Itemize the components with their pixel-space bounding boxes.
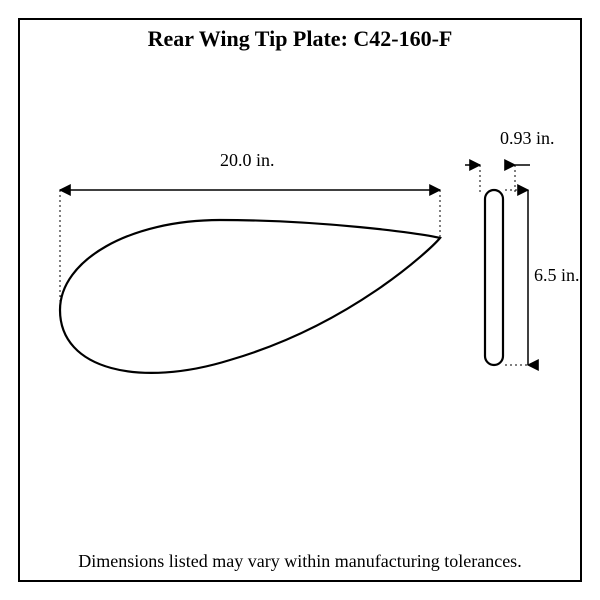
side-view-outline (485, 190, 503, 365)
dim-width-label: 20.0 in. (220, 150, 275, 171)
dim-thickness-label: 0.93 in. (500, 128, 555, 149)
drawing-footnote: Dimensions listed may vary within manufa… (20, 551, 580, 572)
dim-height-label: 6.5 in. (534, 265, 580, 286)
drawing-canvas (20, 20, 580, 580)
drawing-frame: Rear Wing Tip Plate: C42-160-F (18, 18, 582, 582)
extension-lines (60, 165, 528, 365)
airfoil-outline (60, 220, 440, 373)
